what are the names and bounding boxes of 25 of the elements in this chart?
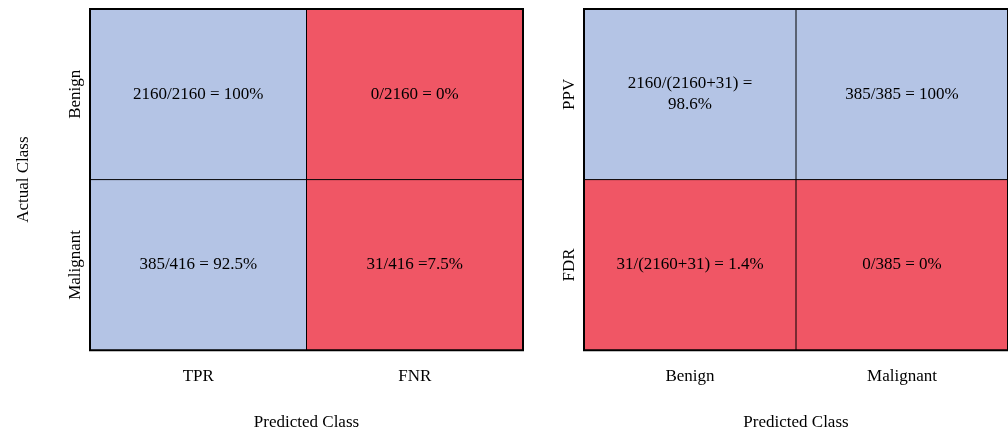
annotation: 385/416 = xyxy=(139,254,214,274)
data-label: 100% xyxy=(223,83,264,103)
annotation: 385/385 = xyxy=(845,83,920,103)
x-tick-label: Malignant xyxy=(867,365,938,385)
annotation: 31/(2160+31) = xyxy=(616,254,729,274)
data-label: 7.5% xyxy=(427,254,463,274)
data-label: 98.6% xyxy=(668,94,712,114)
data-label: 0% xyxy=(919,254,942,274)
data-label: 100% xyxy=(919,83,959,103)
x-tick-label: FNR xyxy=(398,365,432,385)
x-tick-label: Benign xyxy=(665,365,716,385)
annotation: 31/416 = xyxy=(366,254,428,274)
annotation: 0/2160 = xyxy=(370,83,437,103)
annotation: 0/385 = xyxy=(862,254,920,274)
data-label: 92.5% xyxy=(213,254,258,274)
annotation: 2160/2160 = xyxy=(133,83,224,103)
y-axis-title: Actual Class xyxy=(13,136,33,223)
x-tick-label: TPR xyxy=(182,365,215,385)
y-tick-label: FDR xyxy=(558,247,578,282)
y-tick-label: PPV xyxy=(558,77,578,110)
data-label: 1.4% xyxy=(728,254,764,274)
annotation: 2160/(2160+31) = xyxy=(627,73,753,93)
data-label: 0% xyxy=(436,83,459,103)
x-axis-title: Predicted Class xyxy=(743,412,849,432)
x-axis-title: Predicted Class xyxy=(253,412,360,432)
